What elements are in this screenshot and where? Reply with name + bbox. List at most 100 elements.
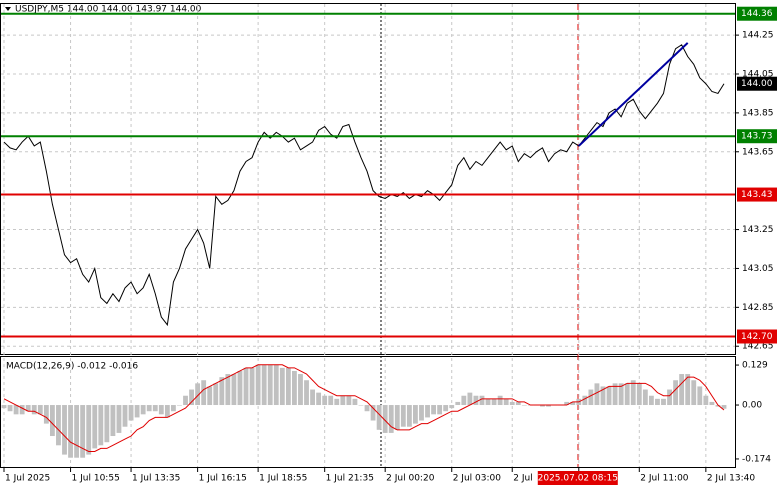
y-tick-label: 143.65 [742,147,774,157]
current-price-label: 144.00 [741,79,773,89]
histogram-bar [376,405,382,430]
x-tick-label: 2 Jul 03:00 [453,474,502,484]
histogram-bar [219,377,225,406]
level-label-bg [737,129,777,144]
histogram-bar [170,405,176,412]
histogram-bar [273,364,279,406]
histogram-bar [31,405,37,415]
histogram-bar [92,405,98,449]
histogram-bar [388,405,394,433]
histogram-bar [104,405,110,443]
histogram-bar [43,405,49,424]
histogram-bar [600,386,606,406]
histogram-bar [449,405,455,409]
y-tick-label: 0.00 [742,401,762,411]
histogram-bar [98,405,104,446]
histogram-bar [661,398,666,406]
x-tick-label: 1 Jul 2025 [5,474,50,484]
histogram-bar [249,367,255,406]
histogram-bar [68,405,73,458]
crosshair-label-bg [537,471,618,485]
y-tick-label: -0.174 [742,454,771,464]
histogram-bar [328,395,334,406]
histogram-bar [1,405,7,409]
histogram-bar [406,405,412,427]
histogram-bar [697,386,703,406]
histogram-bar [134,405,140,418]
histogram-bar [322,395,328,406]
histogram-bar [177,405,182,406]
x-tick-label: 2 Jul [513,474,532,484]
histogram-bar [485,398,491,406]
histogram-bar [382,405,388,433]
histogram-bar [334,398,340,406]
current-price-bg [737,76,777,91]
x-tick-label: 2 Jul 00:20 [386,474,435,484]
histogram-bar [419,405,424,421]
histogram-bar [400,405,406,427]
histogram-bar [540,405,545,407]
level-label: 142.70 [741,332,773,342]
histogram-bar [715,405,721,407]
histogram-bar [358,405,364,406]
histogram-bar [425,405,430,418]
histogram-bar [285,367,291,406]
histogram-bar [413,405,418,424]
histogram-bar [431,405,436,415]
histogram-bar [164,405,170,418]
y-tick-label: 143.05 [742,264,774,274]
y-tick-label: 144.25 [742,31,774,41]
histogram-bar [606,386,612,406]
histogram-bar [146,405,152,412]
histogram-bar [298,374,303,406]
histogram-bar [679,374,685,406]
histogram-bar [546,405,551,407]
y-tick-label: 143.85 [742,108,774,118]
histogram-bar [110,405,116,437]
histogram-bar [443,405,449,412]
histogram-bar [570,401,576,406]
histogram-bar [56,405,61,446]
histogram-bar [703,395,709,406]
histogram-bar [310,389,315,406]
level-label-bg [737,6,777,21]
histogram-bar [479,395,485,406]
histogram-bar [709,401,715,406]
y-tick-label: 0.129 [742,361,768,371]
histogram-bar [564,401,570,406]
histogram-bar [207,386,213,406]
histogram-bar [346,395,352,406]
trend-line [578,42,689,147]
histogram-bar [473,395,479,406]
histogram-bar [467,392,473,406]
x-tick-label: 1 Jul 13:35 [132,474,180,484]
histogram-bar [19,405,25,415]
histogram-bar [364,405,370,412]
x-tick-label: 2 Jul 11:00 [640,474,689,484]
histogram-bar [158,405,164,415]
histogram-bar [721,405,727,409]
histogram-bar [62,405,67,455]
histogram-bar [521,405,527,406]
chart-title: USDJPY,M5 144.00 144.00 143.97 144.00 [15,5,202,15]
histogram-bar [7,405,13,412]
histogram-bar [588,389,594,406]
histogram-bar [213,383,219,406]
y-tick-label: 142.85 [742,303,774,313]
histogram-bar [152,405,158,412]
histogram-bar [261,364,267,406]
histogram-bar [685,374,691,406]
histogram-bar [630,380,636,406]
histogram-bar [267,364,273,406]
y-tick-label: 142.65 [742,342,774,352]
histogram-bar [491,398,497,406]
histogram-bar [618,383,624,406]
histogram-bar [370,405,376,421]
histogram-bar [394,405,400,430]
histogram-bar [37,405,43,415]
histogram-bar [437,405,443,415]
histogram-bar [509,401,515,406]
histogram-bar [648,395,654,406]
histogram-bar [655,398,660,406]
